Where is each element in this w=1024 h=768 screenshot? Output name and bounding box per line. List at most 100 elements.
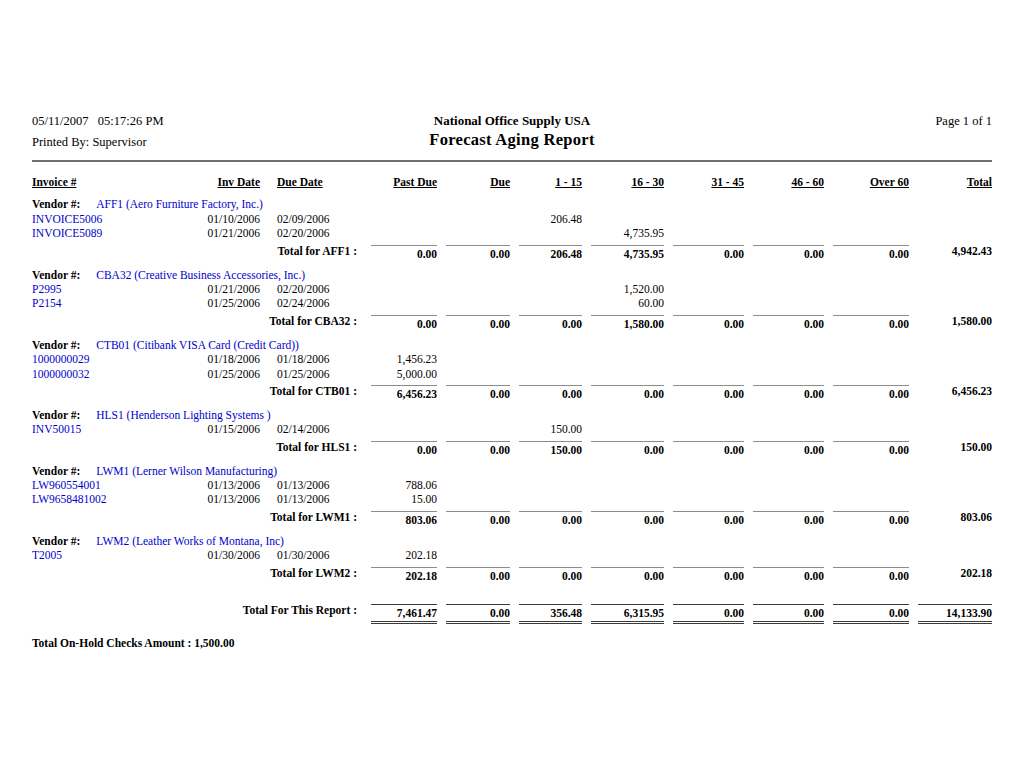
- due-date: 01/30/2006: [277, 549, 362, 563]
- invoice-row: INV5001501/15/200602/14/2006150.00: [32, 423, 992, 437]
- vendor-name: LWM1 (Lerner Wilson Manufacturing): [96, 465, 277, 477]
- aging-amount: [664, 368, 744, 382]
- due-date: 01/18/2006: [277, 353, 362, 367]
- report-total-amount: 356.48: [510, 604, 582, 624]
- vendor-number-label: Vendor #:: [32, 339, 80, 351]
- aging-amount: [744, 493, 824, 507]
- aging-amount: [582, 368, 664, 382]
- due-date: 02/20/2006: [277, 283, 362, 297]
- aging-amount: [437, 297, 510, 311]
- vendor-total-amount: 0.00: [664, 511, 744, 527]
- column-gap: [260, 368, 277, 382]
- vendor-section: Vendor #:LWM2 (Leather Works of Montana,…: [32, 535, 992, 583]
- aging-amount: [824, 353, 909, 367]
- vendor-total-amount: 0.00: [824, 441, 909, 457]
- row-total: [909, 549, 992, 563]
- row-total: [909, 213, 992, 227]
- vendor-total-amount: 803.06: [362, 511, 437, 527]
- aging-amount: 1,456.23: [362, 353, 437, 367]
- vendor-total-row: Total for LWM1 :803.060.000.000.000.000.…: [32, 511, 992, 527]
- aging-amount: [582, 353, 664, 367]
- vendor-row: Vendor #:LWM2 (Leather Works of Montana,…: [32, 535, 992, 549]
- due-date: 02/14/2006: [277, 423, 362, 437]
- aging-amount: [824, 423, 909, 437]
- aging-amount: [744, 353, 824, 367]
- vendor-total-amount: 0.00: [437, 567, 510, 583]
- aging-amount: [437, 283, 510, 297]
- aging-amount: [664, 283, 744, 297]
- report-total-amount: 0.00: [824, 604, 909, 624]
- aging-amount: [437, 368, 510, 382]
- column-header: Over 60: [824, 176, 909, 190]
- vendor-total-amount: 0.00: [582, 567, 664, 583]
- vendor-total-amount: 4,735.95: [582, 245, 664, 261]
- due-date: 02/24/2006: [277, 297, 362, 311]
- vendor-total-row: Total for CTB01 :6,456.230.000.000.000.0…: [32, 385, 992, 401]
- vendor-row: Vendor #:CTB01 (Citibank VISA Card (Cred…: [32, 339, 992, 353]
- invoice-number: INVOICE5089: [32, 227, 160, 241]
- report-total-amount: 6,315.95: [582, 604, 664, 624]
- vendor-row: Vendor #: LWM1 (Lerner Wilson Manufacturi…: [32, 465, 992, 479]
- invoice-number: P2995: [32, 283, 160, 297]
- vendor-number-label: Vendor #:: [32, 198, 80, 210]
- column-header: Due: [437, 176, 510, 190]
- invoice-date: 01/30/2006: [160, 549, 260, 563]
- report-grand-total: 14,133.90: [909, 604, 992, 624]
- due-date: 02/09/2006: [277, 213, 362, 227]
- vendor-total-amount: 0.00: [362, 441, 437, 457]
- due-date: 01/13/2006: [277, 493, 362, 507]
- vendor-total-amount: 0.00: [744, 245, 824, 261]
- aging-amount: 202.18: [362, 549, 437, 563]
- vendor-total-row: Total for LWM2 :202.180.000.000.000.000.…: [32, 567, 992, 583]
- vendor-section: Vendor #:HLS1 (Henderson Lighting System…: [32, 409, 992, 457]
- page-number: Page 1 of 1: [935, 114, 992, 129]
- vendor-total-amount: 0.00: [510, 315, 582, 331]
- vendor-total-amount: 0.00: [824, 511, 909, 527]
- row-total: [909, 297, 992, 311]
- invoice-date: 01/25/2006: [160, 368, 260, 382]
- row-total: [909, 368, 992, 382]
- report-total-amount: 0.00: [664, 604, 744, 624]
- aging-amount: [362, 227, 437, 241]
- vendor-section: Vendor #: AFF1 (Aero Furniture Factory, I…: [32, 198, 992, 260]
- vendor-total-amount: 0.00: [510, 567, 582, 583]
- aging-amount: [744, 423, 824, 437]
- invoice-row: P215401/25/200602/24/200660.00: [32, 297, 992, 311]
- invoice-date: 01/13/2006: [160, 479, 260, 493]
- due-date: 01/13/2006: [277, 479, 362, 493]
- aging-amount: 788.06: [362, 479, 437, 493]
- vendor-total-label: Total for HLS1 :: [32, 441, 362, 457]
- aging-amount: [824, 283, 909, 297]
- aging-amount: [744, 479, 824, 493]
- vendor-name: AFF1 (Aero Furniture Factory, Inc.): [96, 198, 263, 210]
- invoice-date: 01/18/2006: [160, 353, 260, 367]
- vendor-row: Vendor #:CBA32 (Creative Business Access…: [32, 269, 992, 283]
- vendor-total-amount: 0.00: [582, 511, 664, 527]
- vendor-total-label: Total for AFF1 :: [32, 245, 362, 261]
- column-header: 16 - 30: [582, 176, 664, 190]
- aging-amount: [744, 549, 824, 563]
- row-total: [909, 493, 992, 507]
- invoice-number: INVOICE5006: [32, 213, 160, 227]
- vendor-total-amount: 0.00: [437, 385, 510, 401]
- row-total: [909, 353, 992, 367]
- vendor-total-amount: 202.18: [362, 567, 437, 583]
- aging-amount: [744, 213, 824, 227]
- column-header: Inv Date: [160, 176, 260, 190]
- column-header: Due Date: [277, 176, 362, 190]
- column-header: Past Due: [362, 176, 437, 190]
- column-gap: [260, 353, 277, 367]
- aging-amount: [437, 213, 510, 227]
- vendor-number-label: Vendor #:: [32, 465, 80, 477]
- vendor-total-amount: 0.00: [824, 315, 909, 331]
- aging-amount: 5,000.00: [362, 368, 437, 382]
- column-header: 1 - 15: [510, 176, 582, 190]
- invoice-date: 01/21/2006: [160, 227, 260, 241]
- vendor-total: 4,942.43: [909, 245, 992, 261]
- column-gap: [260, 283, 277, 297]
- aging-amount: 15.00: [362, 493, 437, 507]
- report-total-row: Total For This Report :7,461.470.00356.4…: [32, 604, 992, 624]
- invoice-row: 100000002901/18/200601/18/20061,456.23: [32, 353, 992, 367]
- column-header: Total: [909, 176, 992, 190]
- invoice-row: INVOICE508901/21/200602/20/20064,735.95: [32, 227, 992, 241]
